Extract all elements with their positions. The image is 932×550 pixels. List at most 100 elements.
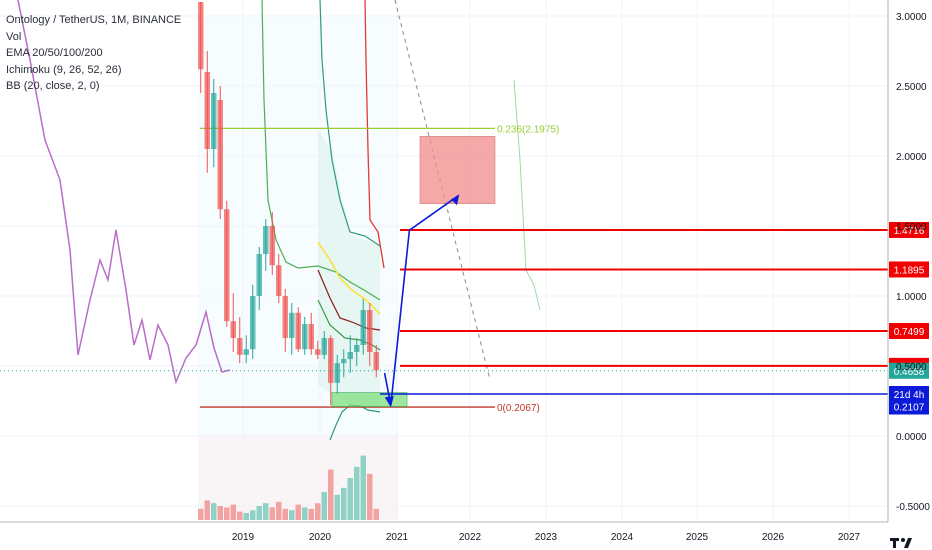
y-tick-label: 0.0000: [896, 432, 927, 443]
x-tick-label: 2026: [762, 532, 785, 543]
chart-legend: Ontology / TetherUS, 1M, BINANCE Vol EMA…: [6, 12, 181, 95]
legend-ema[interactable]: EMA 20/50/100/200: [6, 47, 103, 60]
candle-body: [204, 72, 210, 149]
volume-bar: [354, 466, 360, 520]
candle-body: [269, 226, 275, 266]
candle-body: [230, 321, 236, 338]
target-zone-box: [419, 136, 496, 204]
volume-bar: [276, 501, 282, 520]
price-level-badge-label: 1.4716: [894, 226, 925, 237]
axis-badge-label: 0.2107: [894, 403, 925, 414]
price-level-badge-label: 0.7499: [894, 327, 925, 338]
ichimoku-lagging-line: [513, 79, 541, 311]
bb-basis-line: [317, 299, 381, 351]
y-tick-label: 3.0000: [896, 12, 927, 23]
x-tick-label: 2023: [535, 532, 558, 543]
candle-body: [315, 349, 321, 355]
candle-body: [289, 312, 295, 338]
ema-line-green: [261, 0, 381, 301]
volume-bar: [269, 507, 275, 520]
price-level-badge: [889, 323, 929, 340]
candle-body: [308, 324, 314, 350]
y-tick-label: 2.5000: [896, 82, 927, 93]
legend-title: Ontology / TetherUS, 1M, BINANCE: [6, 14, 182, 26]
volume-bar: [334, 494, 340, 520]
volume-bar: [217, 506, 223, 520]
candle-body: [217, 100, 223, 210]
price-level-badge-label: 1.1895: [894, 265, 925, 276]
x-tick-label: 2021: [386, 532, 409, 543]
volume-bar: [198, 508, 204, 520]
fib-level-label: 0(0.2067): [497, 403, 540, 414]
candle-body: [250, 296, 256, 350]
y-tick-label: 1.5000: [896, 222, 927, 233]
volume-bar: [230, 504, 236, 520]
volume-bar: [263, 503, 269, 520]
candle-body: [211, 93, 217, 149]
legend-bb[interactable]: BB (20, close, 2, 0): [6, 80, 100, 93]
volume-bar: [373, 508, 379, 520]
candle-body: [321, 338, 327, 355]
x-tick-label: 2027: [838, 532, 861, 543]
volume-bar: [308, 508, 314, 520]
candle-body: [328, 338, 334, 383]
x-tick-label: 2020: [309, 532, 332, 543]
volume-bar: [250, 510, 256, 520]
volume-bar: [237, 511, 243, 520]
volume-bar: [224, 507, 230, 520]
projection-arrowhead: [384, 396, 394, 408]
candle-body: [198, 2, 204, 70]
legend-ichimoku[interactable]: Ichimoku (9, 26, 52, 26): [6, 63, 122, 76]
candle-body: [276, 265, 282, 296]
candle-body: [367, 310, 373, 352]
volume-bar: [367, 473, 373, 520]
candle-body: [341, 359, 347, 364]
volume-bar: [321, 492, 327, 520]
candle-body: [243, 349, 249, 355]
volume-bar: [211, 503, 217, 520]
candle-body: [334, 363, 340, 383]
projection-arrowhead: [451, 195, 459, 206]
candle-body: [360, 310, 366, 345]
candle-body: [282, 296, 288, 338]
candle-body: [354, 345, 360, 352]
axis-badge-label: 21d 4h: [894, 390, 925, 401]
tradingview-logo-icon[interactable]: [888, 535, 924, 549]
x-tick-label: 2024: [611, 532, 634, 543]
candle-body: [295, 312, 301, 350]
axis-badge: [889, 398, 929, 415]
y-tick-label: -0.5000: [896, 502, 930, 513]
ema-line-teal: [319, 0, 381, 247]
volume-bar: [295, 504, 301, 520]
candle-body: [302, 324, 308, 350]
volume-bar: [315, 503, 321, 520]
volume-bar: [289, 510, 295, 520]
ema-line-red: [364, 0, 385, 269]
x-tick-label: 2022: [459, 532, 482, 543]
volume-bar: [360, 455, 366, 520]
axis-badge: [889, 362, 929, 379]
ema-line-yellow: [317, 241, 381, 315]
y-tick-label: 0.5000: [896, 362, 927, 373]
volume-bar: [347, 478, 353, 520]
legend-vol[interactable]: Vol: [6, 30, 22, 43]
volume-bar: [243, 513, 249, 520]
candle-body: [237, 338, 243, 355]
axis-badge: [889, 386, 929, 402]
x-tick-label: 2019: [232, 532, 255, 543]
candle-body: [224, 209, 230, 322]
price-level-badge: [889, 221, 929, 238]
volume-bar: [256, 506, 262, 520]
volume-bar: [328, 469, 334, 520]
y-tick-label: 1.0000: [896, 292, 927, 303]
candle-body: [263, 226, 269, 254]
y-tick-label: 2.0000: [896, 152, 927, 163]
volume-bar: [204, 500, 210, 520]
volume-bar: [282, 508, 288, 520]
candle-body: [256, 254, 262, 296]
fib-level-label: 0.236(2.1975): [497, 124, 559, 135]
candle-body: [373, 352, 379, 371]
candle-body: [347, 352, 353, 359]
axis-badge-label: 0.4658: [894, 367, 925, 378]
